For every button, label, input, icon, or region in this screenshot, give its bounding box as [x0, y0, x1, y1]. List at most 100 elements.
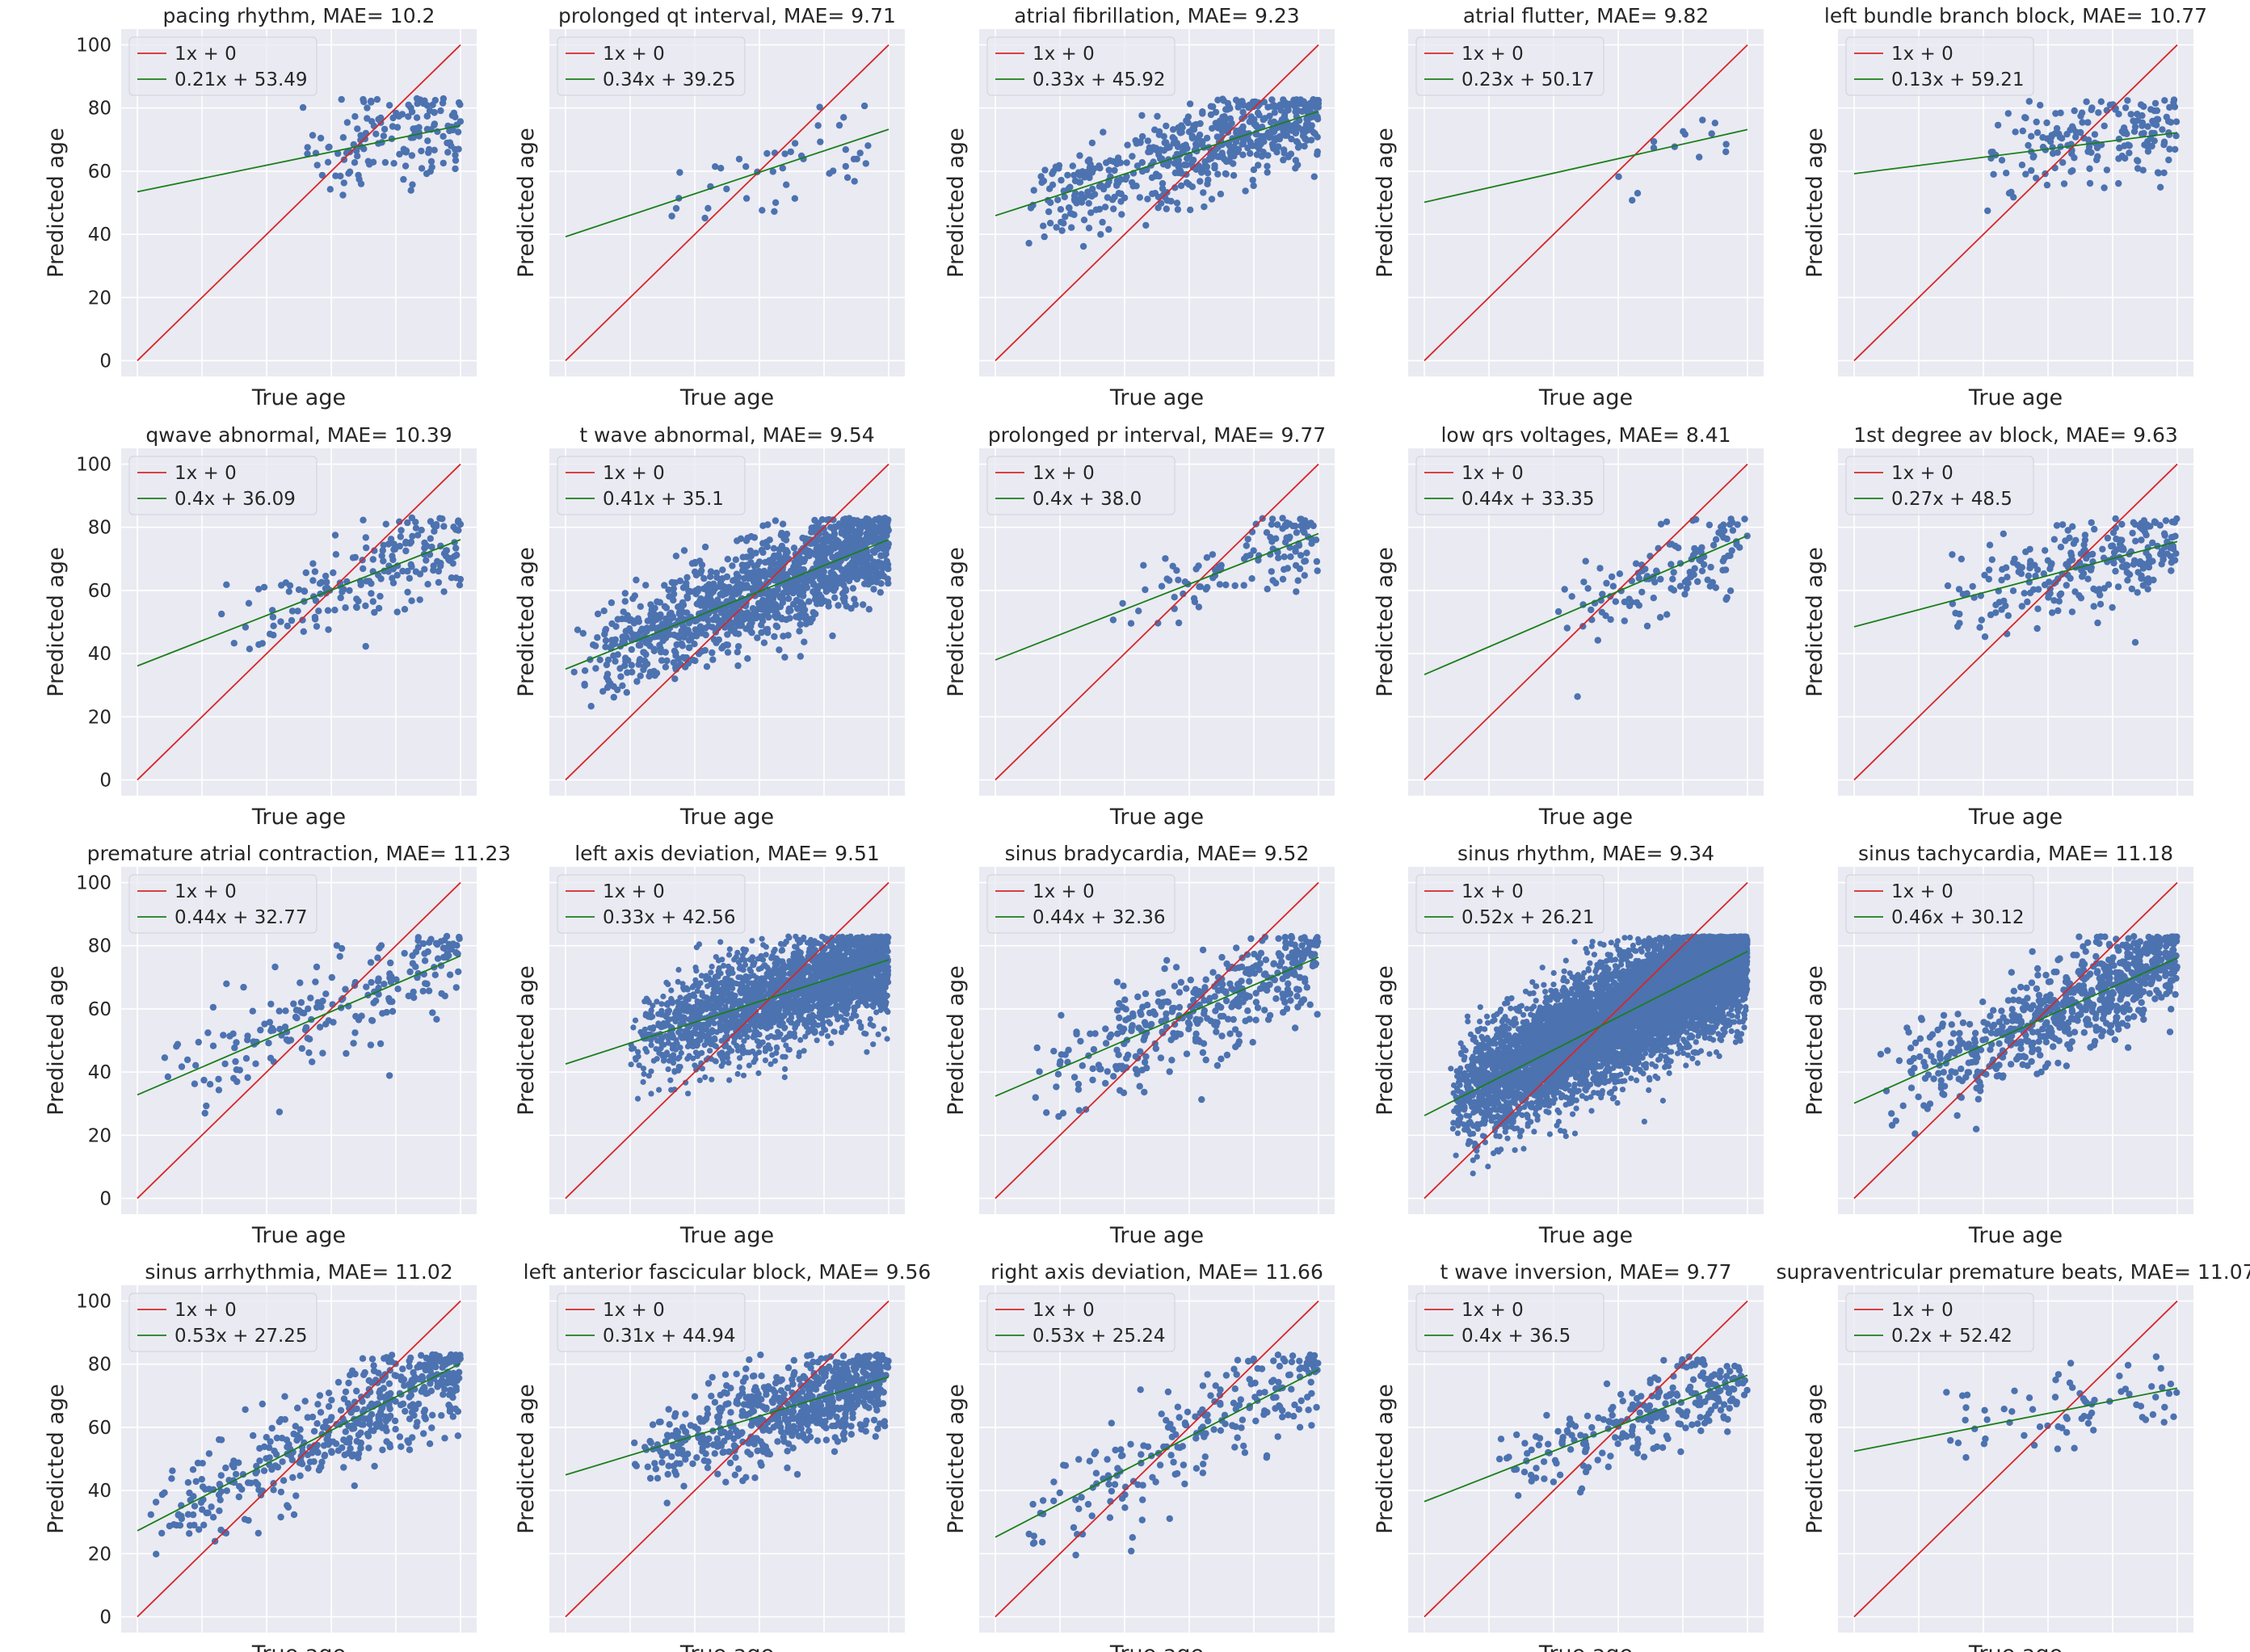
data-point	[2033, 129, 2042, 137]
data-point	[362, 642, 369, 650]
data-point	[1712, 536, 1720, 543]
data-point	[2168, 567, 2175, 574]
data-point	[604, 677, 612, 684]
data-point	[825, 537, 833, 545]
data-point	[2016, 563, 2023, 570]
legend-box	[986, 36, 1175, 96]
data-point	[817, 552, 824, 560]
data-point	[389, 1007, 397, 1015]
data-point	[379, 1010, 386, 1017]
data-point	[1237, 98, 1245, 106]
data-point	[1184, 155, 1191, 162]
data-point	[745, 615, 753, 623]
data-point	[653, 612, 661, 620]
data-point	[660, 635, 667, 642]
data-point	[1030, 187, 1037, 194]
data-point	[1274, 134, 1282, 141]
data-point	[416, 596, 423, 603]
data-point	[215, 1075, 222, 1083]
data-point	[679, 642, 686, 649]
data-point	[1998, 157, 2006, 164]
data-point	[381, 125, 389, 133]
data-point	[1711, 120, 1718, 127]
data-point	[742, 163, 750, 170]
data-point	[853, 155, 860, 162]
data-point	[2081, 532, 2089, 539]
data-point	[2057, 109, 2064, 116]
data-point	[1222, 158, 1230, 166]
data-point	[1177, 182, 1185, 190]
data-point	[2067, 549, 2075, 557]
data-point	[1089, 185, 1096, 193]
data-point	[599, 687, 607, 695]
data-point	[1190, 126, 1198, 133]
data-point	[183, 1056, 191, 1064]
scatter-points	[1615, 116, 1730, 204]
legend-label-fit: 0.44x + 33.35	[1461, 489, 1595, 510]
data-point	[848, 525, 856, 532]
data-point	[640, 1078, 646, 1085]
data-point	[455, 145, 462, 153]
data-point	[2022, 114, 2029, 122]
data-point	[1085, 200, 1092, 207]
data-point	[2084, 119, 2092, 126]
y-axis-label: Predicted age	[514, 547, 539, 697]
data-point	[650, 645, 658, 653]
data-point	[1150, 144, 1157, 151]
data-point	[783, 530, 791, 538]
data-point	[1086, 156, 1093, 163]
data-point	[2160, 550, 2168, 558]
legend: 1x + 00.21x + 53.49	[128, 36, 318, 96]
data-point	[814, 1037, 820, 1044]
data-point	[719, 575, 726, 582]
data-point	[783, 616, 790, 624]
data-point	[837, 577, 844, 584]
legend-label-fit: 0.13x + 59.21	[1891, 69, 2025, 90]
scatter-points	[299, 95, 465, 199]
data-point	[591, 642, 599, 649]
data-point	[1101, 204, 1109, 211]
data-point	[1292, 165, 1299, 172]
data-point	[325, 626, 332, 633]
data-point	[2057, 590, 2065, 598]
data-point	[642, 582, 650, 589]
data-point	[790, 544, 798, 552]
data-point	[772, 199, 780, 206]
data-point	[683, 574, 691, 581]
data-point	[1109, 158, 1117, 165]
data-point	[401, 606, 409, 613]
data-point	[2049, 144, 2056, 151]
data-point	[346, 586, 353, 595]
data-point	[375, 604, 383, 612]
data-point	[830, 570, 837, 578]
data-point	[1103, 159, 1110, 166]
data-point	[352, 603, 360, 611]
data-point	[389, 574, 396, 582]
data-point	[849, 585, 857, 592]
data-point	[1188, 132, 1196, 140]
data-point	[2088, 149, 2095, 156]
data-point	[1239, 141, 1246, 148]
data-point	[419, 987, 427, 995]
data-point	[2166, 103, 2173, 111]
data-point	[1276, 103, 1284, 111]
data-point	[648, 1042, 654, 1049]
data-point	[178, 1063, 186, 1070]
data-point	[1944, 582, 1952, 590]
data-point	[2168, 559, 2175, 566]
data-point	[1720, 527, 1728, 535]
data-point	[744, 584, 752, 591]
data-point	[456, 575, 465, 583]
data-point	[2053, 124, 2061, 132]
data-point	[1297, 552, 1305, 559]
data-point	[2022, 170, 2029, 178]
data-point	[782, 1066, 789, 1072]
data-point	[1272, 579, 1280, 586]
data-point	[724, 649, 732, 656]
x-axis-label: True age	[1109, 805, 1204, 830]
data-point	[385, 994, 393, 1003]
data-point	[1250, 166, 1258, 174]
data-point	[302, 569, 309, 577]
y-tick-label: 0	[99, 1188, 111, 1209]
data-point	[440, 944, 448, 952]
